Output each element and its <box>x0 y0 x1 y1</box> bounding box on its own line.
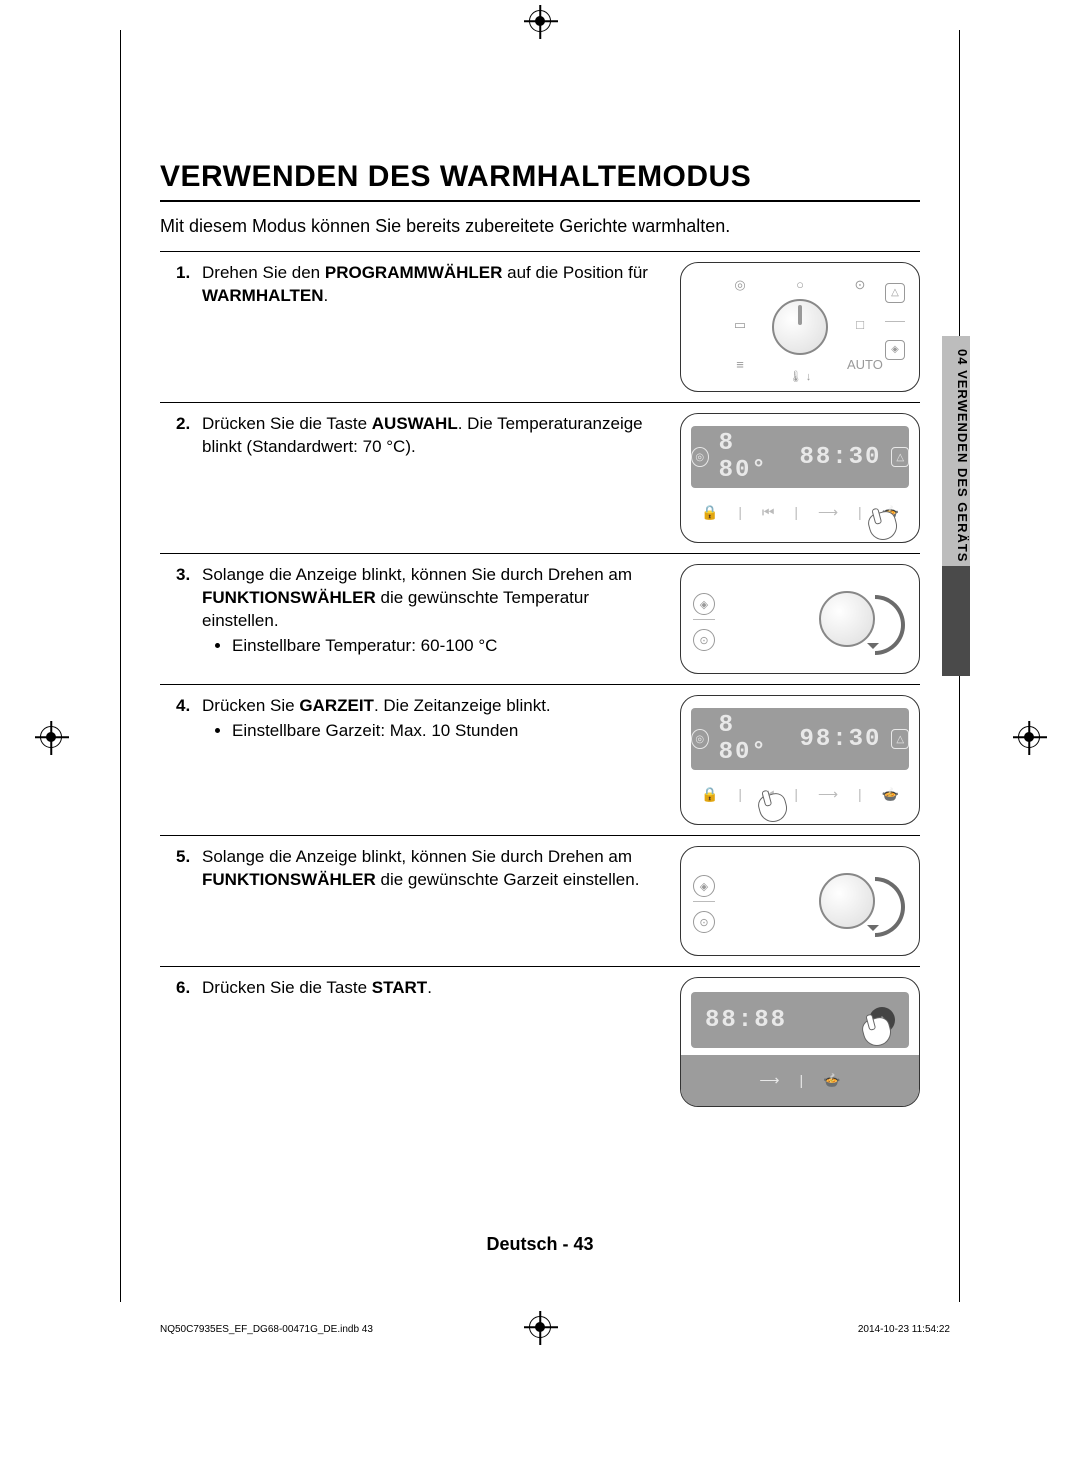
temperature-readout: 8 80° <box>719 430 790 484</box>
step-2-number: 2. <box>176 413 202 436</box>
keepwarm-touch-icon-2: 🍲 <box>882 786 899 803</box>
step-1-number: 1. <box>176 262 202 285</box>
mode-indicator-icon: ◎ <box>691 447 709 467</box>
up-icon: △ <box>885 283 905 303</box>
section-tab-label: 04 VERWENDEN DES GERÄTS <box>942 336 970 566</box>
footer-page-number: 43 <box>573 1234 593 1254</box>
step-4-bullet: Einstellbare Garzeit: Max. 10 Stunden <box>232 720 664 743</box>
aux-indicator-icon: △ <box>891 447 909 467</box>
registration-mark-left <box>40 726 62 748</box>
step-6-illustration: 88:88 ◈ ⟶|🍲 <box>680 977 920 1107</box>
registration-mark-top <box>529 10 551 32</box>
power-icon-2: ◈ <box>693 875 715 897</box>
temperature-readout-2: 8 80° <box>719 712 790 766</box>
right-button-column: △ ◈ <box>885 283 907 378</box>
step-4: 4.Drücken Sie GARZEIT. Die Zeitanzeige b… <box>160 684 920 835</box>
clock-icon: ⊙ <box>693 629 715 651</box>
lower-touch-row: ⟶|🍲 <box>681 1055 919 1106</box>
intro-text: Mit diesem Modus können Sie bereits zube… <box>160 216 920 237</box>
function-dial-2 <box>819 873 875 929</box>
step-6-number: 6. <box>176 977 202 1000</box>
step-2-illustration: ◎ 8 80° 88:30 △ 🔒 | ⏮ | ⟶ | 🍲 <box>680 413 920 543</box>
step-4-number: 4. <box>176 695 202 718</box>
doc-filename: NQ50C7935ES_EF_DG68-00471G_DE.indb 43 <box>160 1324 373 1335</box>
clock-readout: 88:88 <box>705 1007 787 1034</box>
aux-indicator-icon-2: △ <box>891 729 909 749</box>
power-icon: ◈ <box>693 593 715 615</box>
step-3-number: 3. <box>176 564 202 587</box>
section-tab: 04 VERWENDEN DES GERÄTS <box>942 336 970 636</box>
select-icon-2: ⟶ <box>818 786 838 803</box>
step-3-bullet: Einstellbare Temperatur: 60-100 °C <box>232 635 664 658</box>
time-readout-2: 98:30 <box>799 726 881 753</box>
step-5-number: 5. <box>176 846 202 869</box>
footer-language: Deutsch - <box>486 1234 573 1254</box>
doc-timestamp: 2014-10-23 11:54:22 <box>858 1324 950 1335</box>
step-5: 5.Solange die Anzeige blinkt, können Sie… <box>160 835 920 966</box>
step-1-illustration: ◎○⊙ ▭□ ≡AUTO 🌡 ↓ △ ◈ <box>680 262 920 392</box>
step-5-illustration: ◈ ⊙ <box>680 846 920 956</box>
step-2: 2.Drücken Sie die Taste AUSWAHL. Die Tem… <box>160 402 920 553</box>
registration-mark-right <box>1018 726 1040 748</box>
keep-warm-icon: 🌡 ↓ <box>789 370 812 383</box>
step-1-text: 1.Drehen Sie den PROGRAMMWÄHLER auf die … <box>160 262 664 308</box>
rotate-arrow-icon-2 <box>875 877 905 937</box>
left-button-column: ◈ ⊙ <box>693 593 721 665</box>
lcd-panel-2: ◎ 8 80° 98:30 △ <box>691 708 909 770</box>
lock-icon: 🔒 <box>701 504 718 521</box>
clock-icon-2: ⊙ <box>693 911 715 933</box>
step-6-text: 6.Drücken Sie die Taste START. <box>160 977 664 1000</box>
touch-row-2: 🔒| ⏮| ⟶| 🍲 <box>691 774 909 814</box>
page-heading: VERWENDEN DES WARMHALTEMODUS <box>160 160 920 202</box>
function-dial <box>819 591 875 647</box>
registration-mark-bottom <box>529 1316 551 1338</box>
step-5-text: 5.Solange die Anzeige blinkt, können Sie… <box>160 846 664 892</box>
lcd-panel: ◎ 8 80° 88:30 △ <box>691 426 909 488</box>
page-content: VERWENDEN DES WARMHALTEMODUS Mit diesem … <box>160 160 920 1117</box>
step-3: 3.Solange die Anzeige blinkt, können Sie… <box>160 553 920 684</box>
start-icon: ◈ <box>885 340 905 360</box>
step-3-illustration: ◈ ⊙ <box>680 564 920 674</box>
left-button-column-2: ◈ ⊙ <box>693 875 721 947</box>
lock-icon-2: 🔒 <box>701 786 718 803</box>
step-6: 6.Drücken Sie die Taste START. 88:88 ◈ ⟶… <box>160 966 920 1117</box>
step-list: 1.Drehen Sie den PROGRAMMWÄHLER auf die … <box>160 251 920 1117</box>
program-dial <box>772 299 828 355</box>
time-readout: 88:30 <box>799 444 881 471</box>
mode-indicator-icon-2: ◎ <box>691 729 709 749</box>
step-1: 1.Drehen Sie den PROGRAMMWÄHLER auf die … <box>160 251 920 402</box>
step-3-text: 3.Solange die Anzeige blinkt, können Sie… <box>160 564 664 658</box>
step-4-illustration: ◎ 8 80° 98:30 △ 🔒| ⏮| ⟶| 🍲 <box>680 695 920 825</box>
timer-icon: ⏮ <box>762 504 775 521</box>
rotate-arrow-icon <box>875 595 905 655</box>
step-4-text: 4.Drücken Sie GARZEIT. Die Zeitanzeige b… <box>160 695 664 743</box>
section-tab-accent <box>942 566 970 676</box>
step-2-text: 2.Drücken Sie die Taste AUSWAHL. Die Tem… <box>160 413 664 459</box>
page-footer: Deutsch - 43 <box>0 1234 1080 1255</box>
select-icon: ⟶ <box>818 504 838 521</box>
